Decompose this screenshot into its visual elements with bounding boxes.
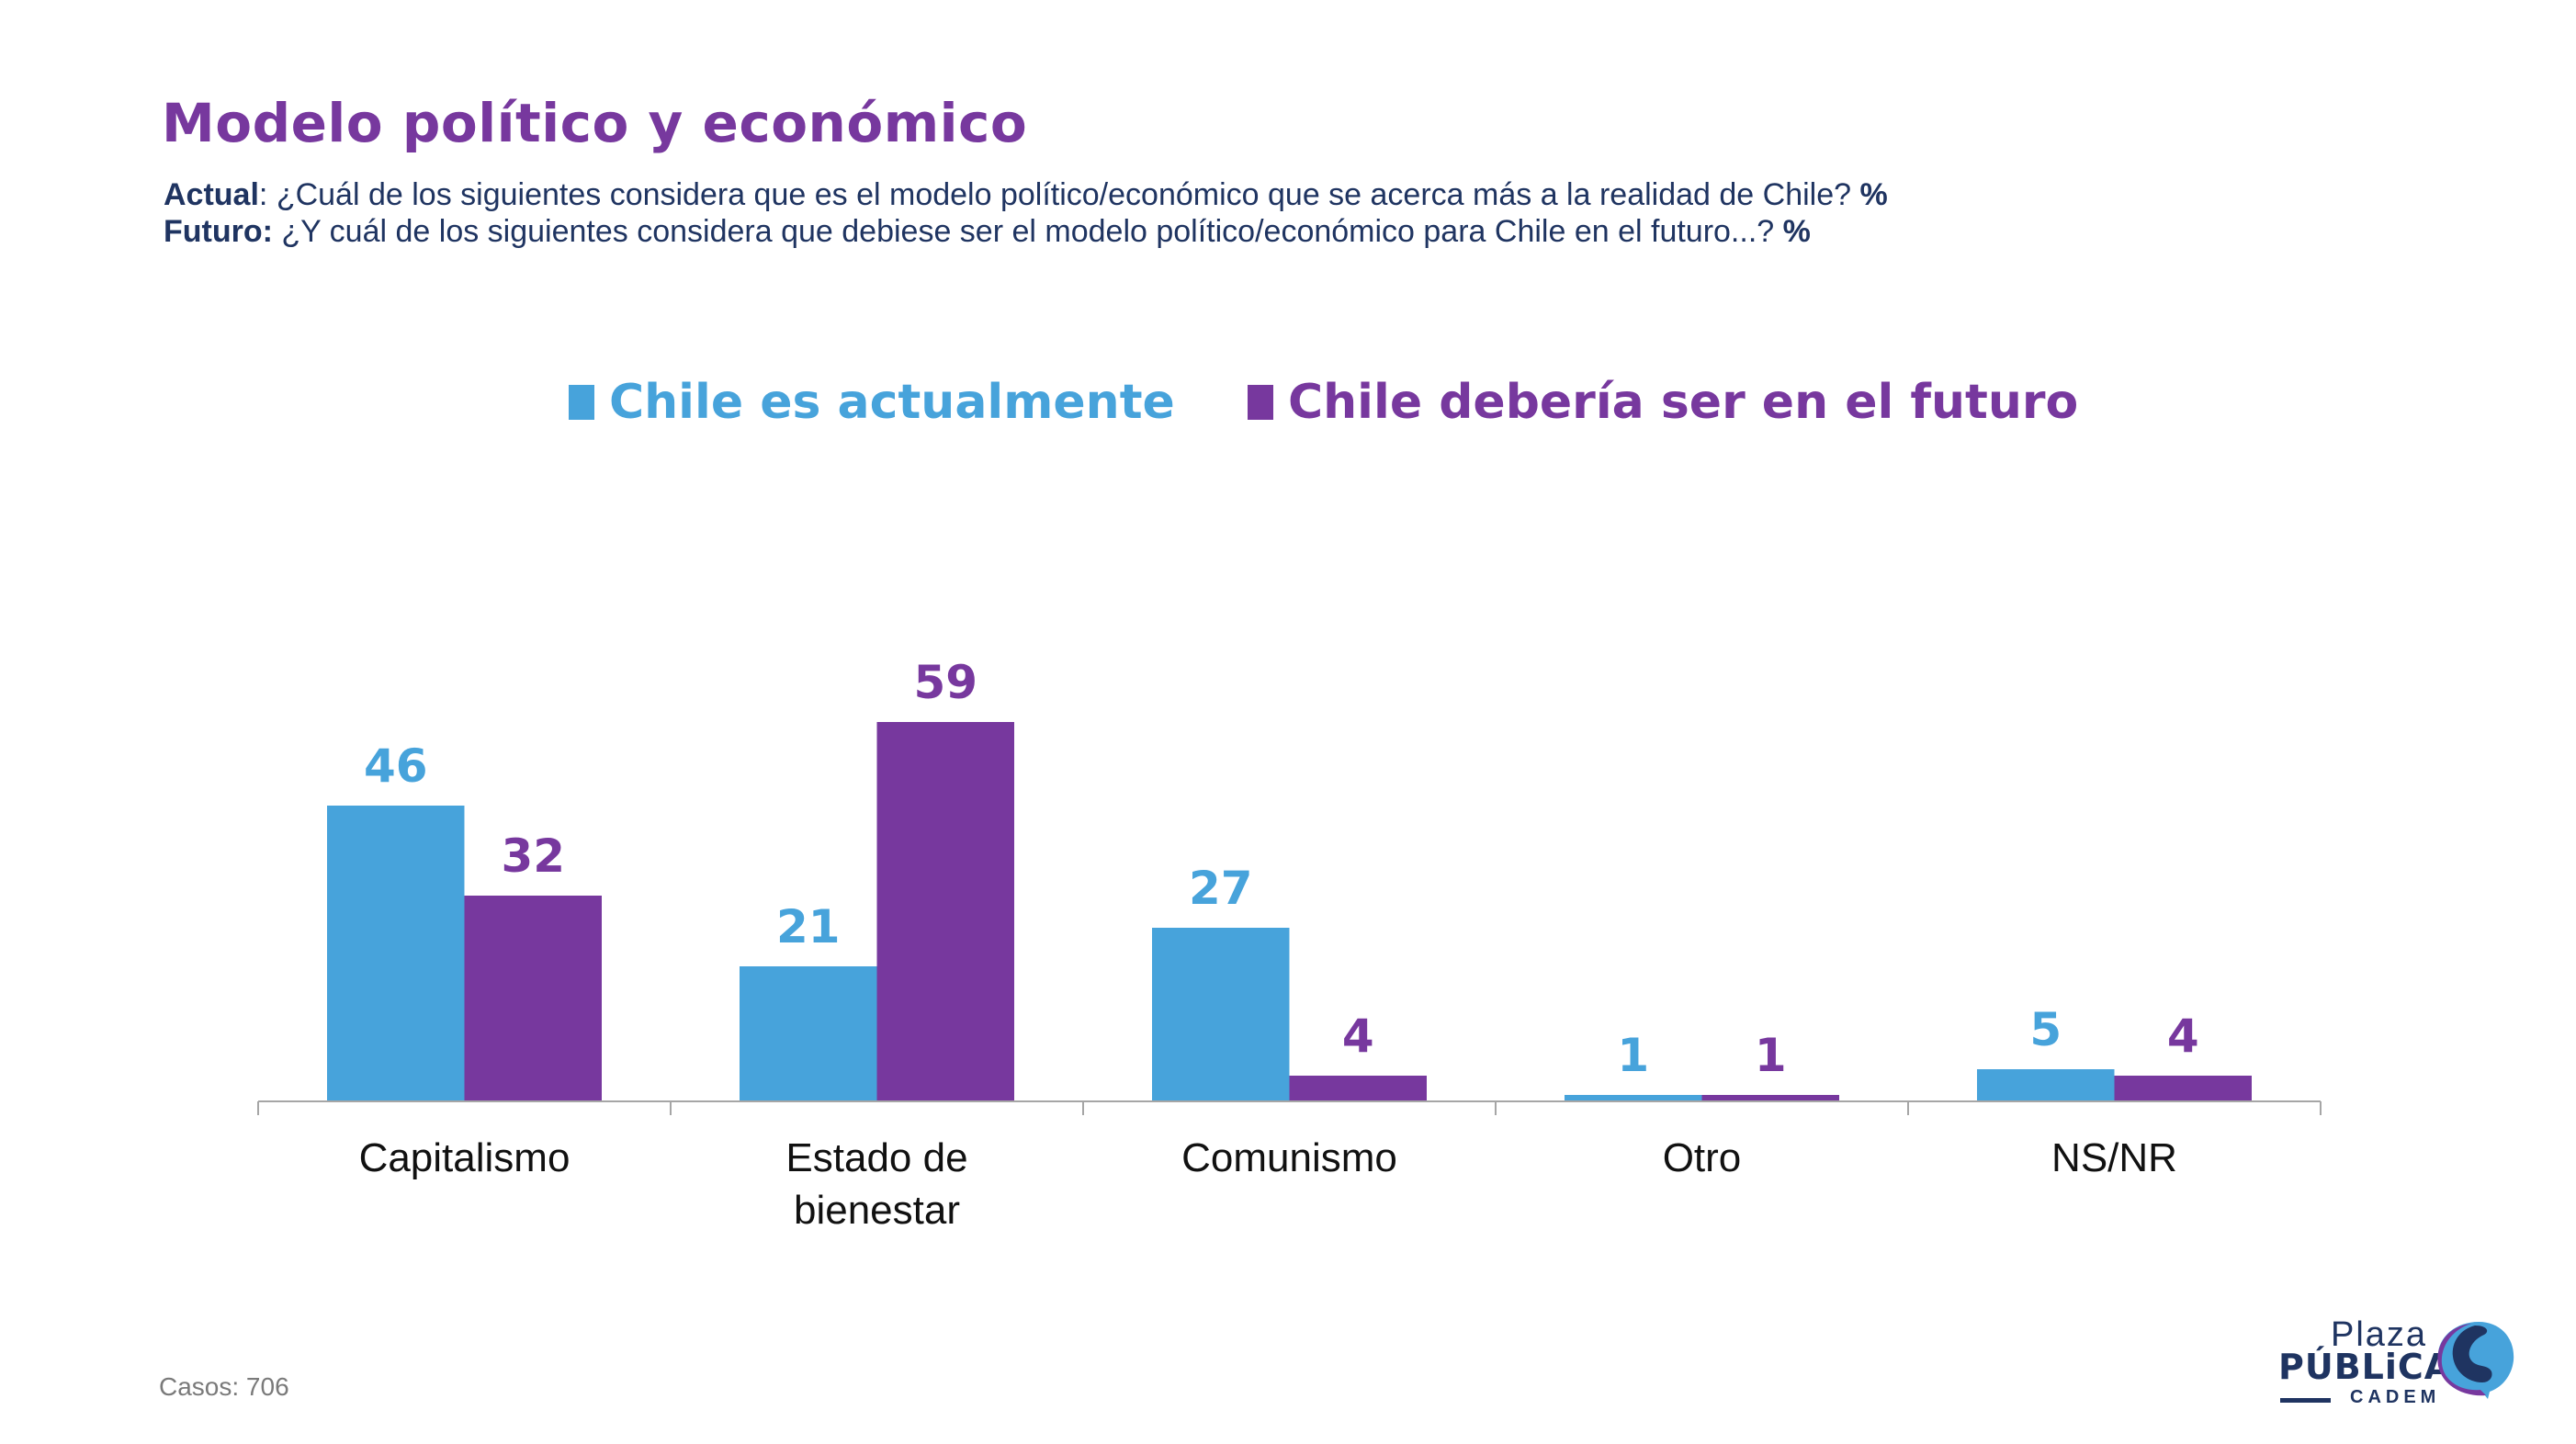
bar-actual bbox=[327, 806, 465, 1101]
category-label: Comunismo bbox=[1181, 1135, 1397, 1180]
data-label-actual: 5 bbox=[2029, 1003, 2062, 1056]
data-label-actual: 27 bbox=[1189, 862, 1253, 915]
subtitle-label-futuro: Futuro: bbox=[164, 214, 273, 249]
subtitle-question-actual: ¿Cuál de los siguientes considera que es… bbox=[276, 177, 1860, 212]
bar-actual bbox=[1152, 928, 1290, 1101]
subtitle-line-actual: Actual: ¿Cuál de los siguientes consider… bbox=[164, 176, 1888, 213]
subtitle: Actual: ¿Cuál de los siguientes consider… bbox=[164, 176, 1888, 250]
bar-futuro bbox=[1701, 1095, 1839, 1101]
bar-futuro bbox=[2114, 1076, 2252, 1101]
legend-swatch-futuro bbox=[1248, 385, 1273, 420]
subtitle-unit: % bbox=[1782, 214, 1811, 249]
legend-item-futuro: Chile debería ser en el futuro bbox=[1248, 375, 2078, 430]
bar-actual bbox=[740, 966, 877, 1101]
category-label: bienestar bbox=[794, 1188, 960, 1233]
bar-futuro bbox=[464, 896, 602, 1101]
bar-actual bbox=[1977, 1069, 2115, 1101]
legend-swatch-actual bbox=[569, 385, 594, 420]
subtitle-unit: % bbox=[1859, 177, 1888, 212]
legend-item-actual: Chile es actualmente bbox=[569, 375, 1175, 430]
bar-actual bbox=[1565, 1095, 1702, 1101]
cases-count: Casos: 706 bbox=[159, 1372, 289, 1401]
bar-futuro bbox=[876, 722, 1014, 1101]
data-label-actual: 46 bbox=[364, 739, 428, 793]
data-label-actual: 1 bbox=[1617, 1029, 1649, 1082]
subtitle-sep: : bbox=[258, 177, 277, 212]
bar-futuro bbox=[1289, 1076, 1427, 1101]
logo-text-plaza: Plaza bbox=[2331, 1315, 2428, 1354]
logo-underline bbox=[2280, 1398, 2331, 1403]
category-label: Otro bbox=[1663, 1135, 1742, 1180]
plaza-publica-cadem-logo: Plaza PÚBLiCA CADEM bbox=[2278, 1314, 2554, 1415]
subtitle-question-futuro: ¿Y cuál de los siguientes considera que … bbox=[281, 214, 1783, 249]
category-label: Capitalismo bbox=[359, 1135, 571, 1180]
category-label: Estado de bbox=[785, 1135, 967, 1180]
page-title: Modelo político y económico bbox=[162, 92, 1028, 154]
legend-label-actual: Chile es actualmente bbox=[609, 375, 1175, 430]
legend-label-futuro: Chile debería ser en el futuro bbox=[1288, 375, 2079, 430]
data-label-futuro: 1 bbox=[1755, 1029, 1787, 1082]
data-label-futuro: 4 bbox=[2167, 1010, 2199, 1063]
category-label: NS/NR bbox=[2051, 1135, 2177, 1180]
data-label-actual: 21 bbox=[776, 900, 841, 953]
subtitle-label-actual: Actual bbox=[164, 177, 259, 212]
data-label-futuro: 4 bbox=[1342, 1010, 1374, 1063]
speech-bubble-icon bbox=[2437, 1322, 2514, 1399]
data-label-futuro: 59 bbox=[913, 656, 977, 709]
logo-text-cadem: CADEM bbox=[2350, 1387, 2441, 1407]
subtitle-line-futuro: Futuro: ¿Y cuál de los siguientes consid… bbox=[164, 213, 1888, 250]
logo-text-publica: PÚBLiCA bbox=[2278, 1347, 2453, 1387]
data-label-futuro: 32 bbox=[501, 829, 565, 883]
